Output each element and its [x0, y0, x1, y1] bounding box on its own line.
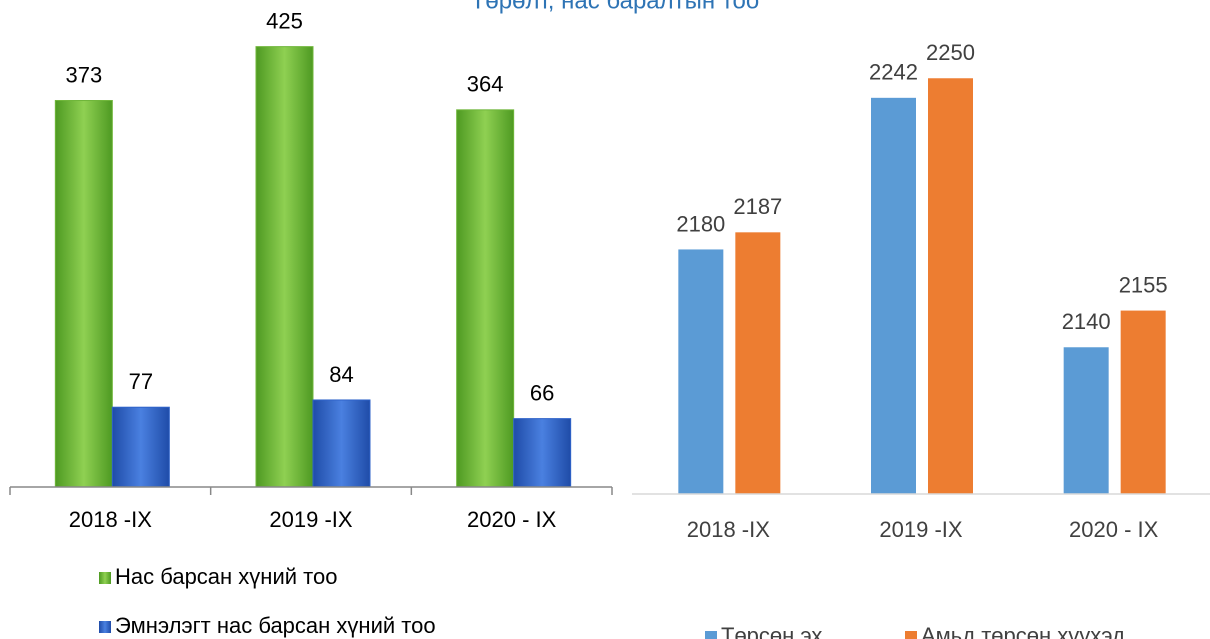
legend-swatch	[99, 621, 111, 633]
data-label: 2187	[733, 194, 782, 219]
x-tick-label: 2018 -IX	[687, 517, 770, 542]
bar	[1063, 347, 1109, 494]
legend-label: Төрсөн эх	[721, 623, 822, 639]
data-label: 2250	[926, 40, 975, 65]
x-tick-label: 2020 - IX	[467, 507, 557, 532]
x-tick-label: 2019 -IX	[879, 517, 962, 542]
data-label: 364	[467, 72, 504, 97]
legend-label: Эмнэлэгт нас барсан хүний тоо	[115, 613, 436, 638]
legend-label: Амьд төрсөн хүүхэд	[921, 623, 1125, 639]
data-label: 2155	[1119, 272, 1168, 297]
bar	[678, 249, 724, 494]
bar	[456, 109, 515, 488]
x-tick-label: 2020 - IX	[1069, 517, 1159, 542]
bar	[735, 232, 781, 495]
data-label: 2242	[869, 60, 918, 85]
data-label: 425	[266, 8, 303, 33]
legend-swatch	[99, 572, 111, 584]
data-label: 77	[129, 369, 153, 394]
data-label: 66	[530, 380, 554, 405]
x-tick-label: 2018 -IX	[69, 507, 152, 532]
legend-swatch	[705, 631, 717, 639]
bar	[1120, 310, 1166, 494]
x-tick-label: 2019 -IX	[269, 507, 352, 532]
bar	[871, 97, 916, 495]
bar	[255, 46, 314, 488]
data-label: 2180	[676, 211, 725, 236]
legend-label: Нас барсан хүний тоо	[115, 564, 337, 589]
bar	[54, 100, 113, 488]
bar	[111, 406, 170, 488]
data-label: 2140	[1062, 309, 1111, 334]
data-label: 84	[329, 362, 353, 387]
legend-swatch	[905, 631, 917, 639]
bar	[312, 399, 371, 488]
bar	[928, 78, 973, 495]
title: Төрөлт, нас баралтын тоо	[471, 0, 759, 14]
bar	[513, 418, 572, 488]
data-label: 373	[65, 62, 102, 87]
